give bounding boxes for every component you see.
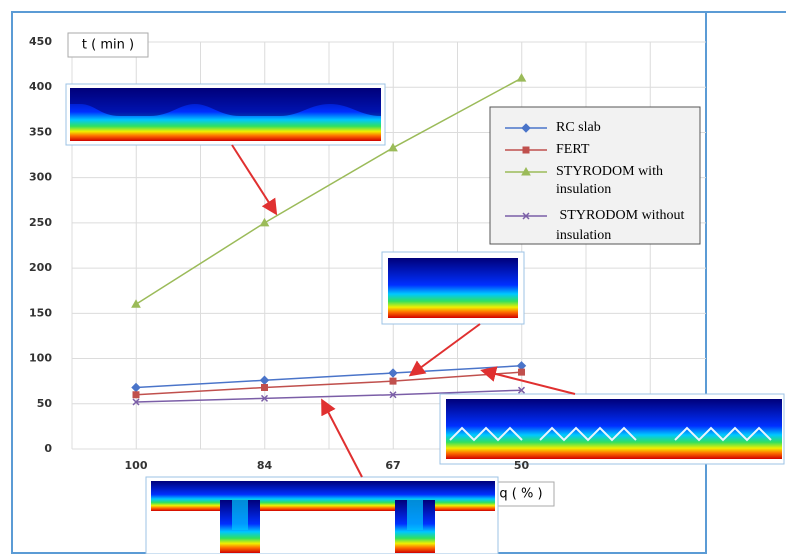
x-axis-label: q ( % ) (499, 487, 542, 502)
y-label-box (67, 32, 149, 58)
series-line (135, 365, 522, 389)
marker (517, 386, 526, 394)
series-line (135, 77, 522, 305)
marker (521, 123, 531, 133)
y-tick-label: 350 (29, 125, 52, 138)
marker (132, 391, 140, 399)
legend-label: STYRODOM with insulation (556, 164, 663, 197)
arrows (231, 144, 576, 478)
inset-right (439, 393, 785, 465)
marker (388, 368, 398, 378)
marker (522, 212, 530, 220)
y-axis-label: t ( min ) (82, 38, 134, 53)
series-line (135, 371, 522, 396)
marker (389, 377, 397, 385)
legend-label: FERT (556, 142, 590, 157)
x-tick-label: 50 (514, 459, 530, 472)
marker (261, 383, 268, 391)
legend-label: STYRODOM without insulation (556, 208, 684, 243)
y-tick-label: 300 (29, 171, 52, 184)
y-tick-label: 200 (29, 261, 52, 274)
y-tick-label: 0 (44, 442, 52, 455)
y-tick-label: 50 (37, 397, 53, 410)
y-tick-label: 450 (29, 35, 52, 48)
marker (389, 391, 397, 399)
inset-top (65, 83, 386, 146)
x-label-box (487, 481, 555, 507)
marker (131, 299, 141, 308)
x-tick-label: 100 (125, 459, 148, 472)
legend-line-1: STYRODOM with (556, 164, 663, 179)
marker (518, 368, 525, 376)
legend-line-2: insulation (556, 182, 611, 197)
y-tick-label: 400 (29, 80, 52, 93)
marker (388, 142, 398, 152)
series-line (135, 389, 522, 403)
inset-bottom (145, 476, 499, 554)
x-tick-label: 84 (257, 459, 273, 472)
legend-line-2: insulation (556, 228, 611, 243)
marker (260, 394, 269, 402)
y-tick-label: 150 (29, 306, 52, 319)
inset-middle (381, 251, 525, 325)
legend-line-1: STYRODOM without (556, 208, 684, 223)
marker (132, 398, 140, 406)
marker (259, 217, 270, 227)
legend-label: RC slab (556, 120, 601, 135)
marker (516, 73, 527, 82)
x-tick-label: 67 (385, 459, 400, 472)
y-tick-label: 250 (29, 216, 52, 229)
y-tick-label: 100 (29, 352, 52, 365)
marker (522, 146, 530, 154)
marker (521, 166, 531, 176)
